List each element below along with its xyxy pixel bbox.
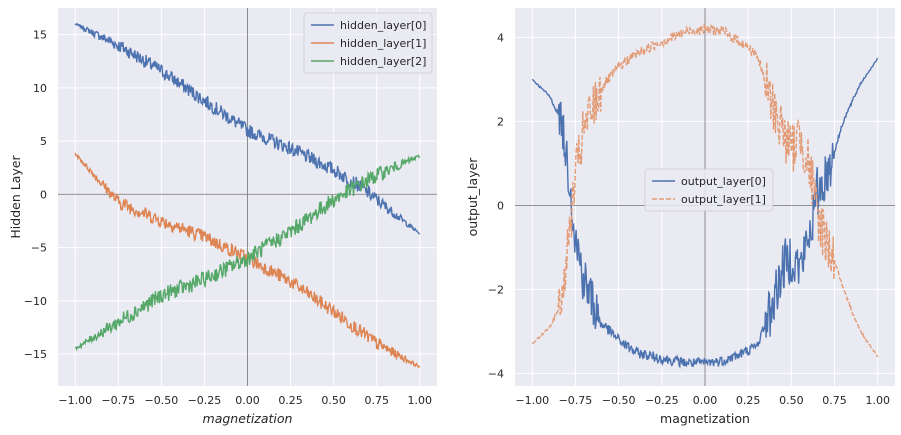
x-tick-label: −0.75 (559, 394, 593, 407)
y-tick-label: −10 (24, 295, 47, 308)
chart-hidden-layer: −1.00 −0.75 −0.50 −0.25 0.00 0.25 0.50 0.75 1.00… (8, 8, 437, 426)
x-tick-label: 0.00 (235, 394, 260, 407)
legend-box (644, 168, 774, 212)
y-tick-label: 5 (40, 135, 47, 148)
y-tick-label: 0 (497, 199, 504, 212)
chart-output-layer: −1.00 −0.75 −0.50 −0.25 0.00 0.25 0.50 0.75 1.00… (465, 8, 895, 426)
y-tick-label: −5 (31, 242, 47, 255)
legend-box (303, 12, 433, 74)
series-line-output-layer-1- (531, 23, 879, 358)
x-axis-label: magnetization (660, 411, 750, 426)
series-line-hidden-layer-2- (74, 154, 421, 352)
legend-label: output_layer[1] (681, 193, 766, 206)
x-tick-label: 0.25 (278, 394, 303, 407)
x-tick-label: −0.50 (602, 394, 636, 407)
x-tick-label: 0.75 (364, 394, 389, 407)
y-axis-label: output_layer (465, 157, 480, 237)
legend-label: output_layer[0] (681, 175, 766, 188)
legend: hidden_layer[0] hidden_layer[1] hidden_lay… (303, 12, 433, 74)
x-tick-label: −0.25 (645, 394, 679, 407)
x-tick-label: 0.75 (822, 394, 847, 407)
y-tick-label: −2 (488, 283, 504, 296)
y-axis-label: Hidden Layer (8, 155, 23, 239)
y-tick-label: −4 (488, 367, 504, 380)
series-line-hidden-layer-0- (74, 22, 421, 235)
x-axis-label: magnetization (203, 411, 293, 426)
legend-label: hidden_layer[2] (340, 55, 426, 68)
series-line-output-layer-0- (531, 57, 879, 369)
legend-label: hidden_layer[0] (340, 19, 426, 32)
y-tick-label: 4 (497, 31, 504, 44)
x-tick-label: −0.75 (101, 394, 135, 407)
legend: output_layer[0] output_layer[1] (644, 168, 774, 212)
y-tick-label: 0 (40, 188, 47, 201)
x-tick-label: 1.00 (408, 394, 433, 407)
x-tick-label: −1.00 (515, 394, 549, 407)
x-tick-label: 0.50 (321, 394, 346, 407)
y-tick-label: 10 (33, 82, 47, 95)
x-tick-label: 0.25 (736, 394, 761, 407)
x-tick-label: 1.00 (865, 394, 890, 407)
legend-label: hidden_layer[1] (340, 37, 426, 50)
y-tick-label: 2 (497, 115, 504, 128)
y-tick-label: −15 (24, 348, 47, 361)
x-tick-label: −1.00 (58, 394, 92, 407)
x-tick-label: 0.00 (693, 394, 718, 407)
x-tick-label: 0.50 (779, 394, 804, 407)
y-tick-label: 15 (33, 29, 47, 42)
x-tick-label: −0.25 (188, 394, 222, 407)
x-tick-label: −0.50 (145, 394, 179, 407)
